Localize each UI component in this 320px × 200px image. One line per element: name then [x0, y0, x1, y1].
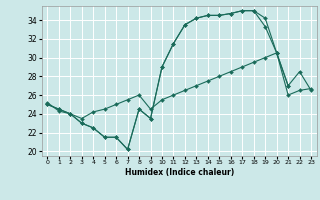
X-axis label: Humidex (Indice chaleur): Humidex (Indice chaleur) — [124, 168, 234, 177]
